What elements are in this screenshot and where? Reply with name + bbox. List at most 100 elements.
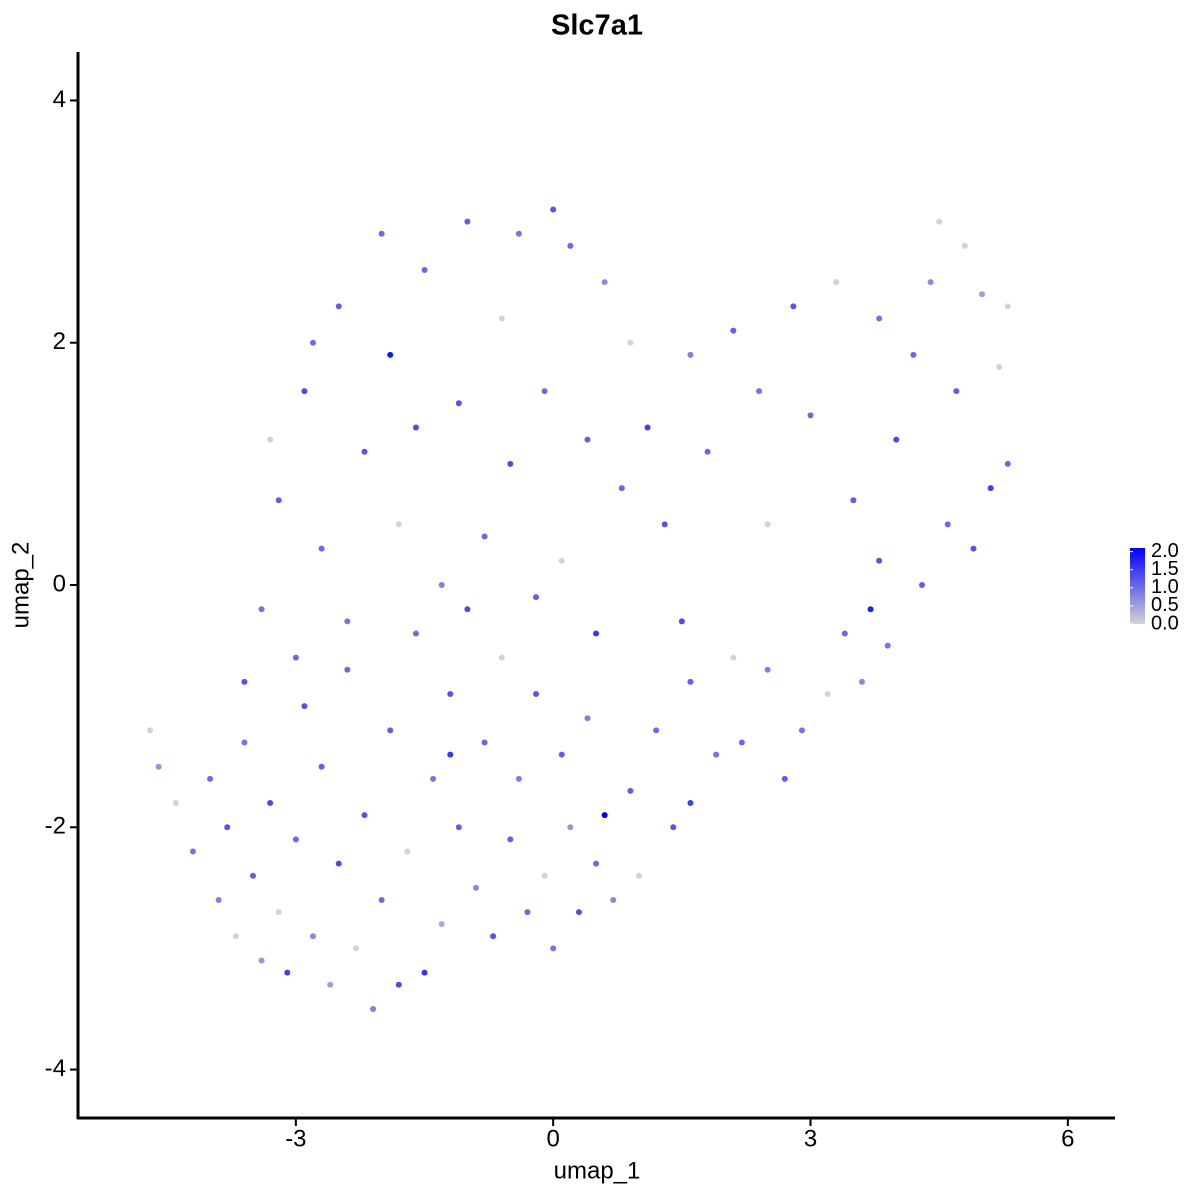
point [533, 691, 540, 698]
point [207, 775, 214, 782]
point [644, 424, 651, 431]
point [507, 460, 514, 467]
point [756, 388, 763, 395]
point [524, 909, 531, 916]
colorbar-label: 1.5 [1151, 558, 1179, 580]
point [387, 727, 394, 734]
point [515, 775, 522, 782]
point [961, 242, 968, 249]
chart-title: Slc7a1 [551, 10, 643, 42]
point [301, 703, 308, 710]
point [438, 582, 445, 588]
point [541, 388, 548, 395]
point [421, 969, 428, 976]
point [1004, 303, 1011, 310]
point [730, 654, 737, 661]
point [867, 606, 874, 613]
point [841, 630, 848, 637]
point [610, 896, 617, 903]
y-tick-label: 4 [53, 86, 66, 113]
point [730, 327, 737, 334]
point [635, 872, 642, 879]
point [575, 909, 582, 916]
point [498, 315, 505, 322]
point [884, 642, 891, 649]
point [550, 206, 557, 213]
point [455, 400, 462, 407]
point [678, 618, 685, 625]
point [155, 763, 162, 770]
point [627, 339, 634, 346]
point [267, 800, 274, 807]
point [601, 812, 608, 819]
point [584, 436, 591, 443]
x-tick-label: 3 [804, 1125, 817, 1152]
point [713, 751, 720, 758]
point [292, 836, 299, 843]
point [1004, 460, 1011, 467]
point [447, 751, 454, 758]
point [704, 448, 711, 455]
point [764, 666, 771, 673]
point [919, 582, 926, 588]
y-tick-label: -2 [45, 813, 66, 840]
point [361, 812, 368, 819]
point [687, 351, 694, 358]
point [370, 1005, 377, 1012]
point [387, 351, 394, 358]
point [953, 388, 960, 395]
point [541, 872, 548, 879]
point [893, 436, 900, 443]
point [404, 848, 411, 855]
point [258, 957, 265, 964]
point [807, 412, 814, 419]
x-tick-label: -3 [285, 1125, 306, 1152]
point [481, 533, 488, 540]
point [550, 945, 557, 952]
colorbar-label: 0.0 [1151, 612, 1179, 634]
point [764, 521, 771, 528]
colorbar [1130, 548, 1145, 624]
point [395, 521, 402, 528]
point [987, 485, 994, 492]
point [850, 497, 857, 504]
point [653, 727, 660, 734]
point [412, 630, 419, 637]
point [567, 242, 574, 249]
point [944, 521, 951, 528]
point [507, 836, 514, 843]
point [378, 230, 385, 237]
point [310, 933, 317, 940]
point [378, 896, 385, 903]
point [267, 436, 274, 443]
x-axis-title: umap_1 [554, 1157, 641, 1184]
colorbar-label: 1.0 [1151, 576, 1179, 598]
point [876, 557, 883, 564]
point [738, 739, 745, 746]
point [876, 315, 883, 322]
point [593, 630, 600, 637]
point [833, 279, 840, 286]
point [687, 678, 694, 685]
x-tick-label: 6 [1061, 1125, 1074, 1152]
point [687, 800, 694, 807]
point [361, 448, 368, 455]
point [481, 739, 488, 746]
point [618, 485, 625, 492]
point [979, 291, 986, 298]
colorbar-label: 0.5 [1151, 594, 1179, 616]
point [936, 218, 943, 225]
point [781, 775, 788, 782]
point [241, 678, 248, 685]
point [558, 751, 565, 758]
point [189, 848, 196, 855]
point [224, 824, 231, 831]
point [464, 606, 471, 613]
point [498, 654, 505, 661]
point [344, 666, 351, 673]
y-tick-label: 2 [53, 328, 66, 355]
point [970, 545, 977, 552]
x-tick-label: 0 [547, 1125, 560, 1152]
point [430, 775, 437, 782]
